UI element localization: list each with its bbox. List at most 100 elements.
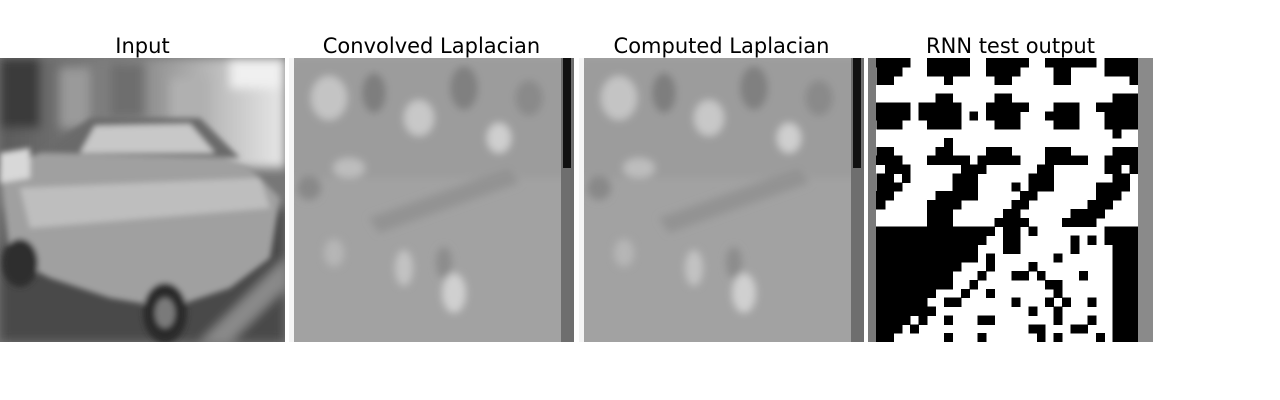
rnn-pixel — [1053, 315, 1063, 325]
rnn-pixel — [1053, 75, 1063, 86]
rnn-pixel — [977, 235, 987, 245]
rnn-pixel — [1095, 182, 1105, 192]
rnn-pixel — [1028, 262, 1038, 272]
rnn-pixel — [1112, 164, 1122, 174]
rnn-pixel — [943, 120, 953, 130]
rnn-pixel — [1003, 146, 1012, 157]
rnn-pixel — [943, 271, 953, 281]
rnn-pixel — [1121, 288, 1131, 299]
rnn-pixel — [969, 244, 979, 254]
rnn-pixel — [986, 66, 996, 77]
rnn-pixel — [952, 111, 962, 121]
input-car-photo — [0, 58, 285, 342]
rnn-pixel — [1112, 58, 1122, 68]
panel-computed-laplacian: Computed Laplacian — [579, 0, 864, 400]
rnn-pixel — [893, 306, 903, 316]
rnn-pixel — [901, 253, 911, 263]
rnn-pixel — [969, 182, 979, 192]
rnn-pixel — [927, 262, 936, 272]
rnn-pixel — [918, 253, 928, 263]
rnn-pixel — [1112, 235, 1122, 245]
rnn-pixel — [893, 315, 903, 325]
rnn-pixel — [1112, 271, 1122, 281]
rnn-pixel — [1053, 66, 1063, 77]
rnn-pixel — [1121, 66, 1131, 77]
rnn-pixel — [884, 191, 894, 201]
rnn-pixel — [927, 244, 936, 254]
rnn-pixel — [1062, 66, 1071, 77]
rnn-pixel — [1062, 297, 1071, 308]
rnn-pixel — [901, 226, 911, 237]
rnn-pixel — [927, 200, 936, 210]
rnn-pixel — [1112, 93, 1122, 103]
rnn-pixel — [935, 217, 945, 228]
rnn-pixel — [1087, 297, 1097, 308]
rnn-pixel — [960, 66, 970, 77]
rnn-pixel — [943, 208, 953, 219]
rnn-pixel — [1053, 288, 1063, 299]
rnn-pixel — [952, 200, 962, 210]
rnn-pixel — [1036, 324, 1046, 334]
rnn-pixel — [935, 58, 945, 68]
rnn-pixel — [876, 191, 886, 201]
rnn-pixel — [1028, 324, 1038, 334]
rnn-pixel — [918, 306, 928, 316]
rnn-pixel — [952, 182, 962, 192]
rnn-pixel — [1078, 271, 1088, 281]
rnn-pixel — [1104, 58, 1114, 68]
rnn-pixel — [994, 66, 1004, 77]
rnn-pixel — [1087, 58, 1097, 68]
rnn-pixel — [1036, 333, 1046, 342]
rnn-pixel — [1003, 102, 1012, 112]
rnn-pixel — [876, 155, 886, 166]
rnn-pixel — [977, 315, 987, 325]
rnn-pixel — [910, 226, 920, 237]
rnn-pixel — [918, 102, 928, 112]
panel-title-computed-laplacian: Computed Laplacian — [613, 34, 830, 58]
rnn-pixel — [943, 102, 953, 112]
rnn-pixel — [1053, 306, 1063, 316]
rnn-pixel — [884, 262, 894, 272]
rnn-pixel — [1112, 182, 1122, 192]
rnn-pixel — [893, 324, 903, 334]
rnn-pixel — [1011, 235, 1021, 245]
rnn-pixel — [876, 306, 886, 316]
rnn-pixel — [1045, 146, 1055, 157]
rnn-pixel — [986, 155, 996, 166]
rnn-pixel — [1121, 279, 1131, 290]
rnn-pixel — [1129, 235, 1139, 245]
rnn-pixel — [994, 75, 1004, 86]
rnn-pixel — [1087, 208, 1097, 219]
rnn-pixel — [1003, 75, 1012, 86]
rnn-pixel — [986, 102, 996, 112]
rnn-pixel — [1003, 217, 1012, 228]
rnn-pixel — [977, 155, 987, 166]
rnn-pixel — [943, 244, 953, 254]
rnn-pixel — [1078, 208, 1088, 219]
rnn-pixel — [935, 279, 945, 290]
convolved-laplacian-map — [289, 58, 574, 342]
rnn-pixel — [901, 164, 911, 174]
rnn-pixel — [935, 262, 945, 272]
rnn-pixel — [1121, 333, 1131, 342]
rnn-pixel — [901, 111, 911, 121]
rnn-pixel — [918, 111, 928, 121]
rnn-pixel — [943, 58, 953, 68]
rnn-pixel — [1003, 120, 1012, 130]
rnn-pixel — [1011, 58, 1021, 68]
rnn-pixel — [1104, 102, 1114, 112]
rnn-pixel — [1112, 111, 1122, 121]
rnn-pixel — [1129, 102, 1139, 112]
rnn-pixel — [1053, 120, 1063, 130]
rnn-pixel — [960, 244, 970, 254]
rnn-pixel — [969, 235, 979, 245]
panel-rnn-test-output: RNN test output — [868, 0, 1153, 400]
rnn-pixel — [960, 191, 970, 201]
rnn-pixel — [943, 146, 953, 157]
rnn-pixel — [960, 164, 970, 174]
rnn-pixel — [1129, 120, 1139, 130]
rnn-pixel — [1121, 271, 1131, 281]
rnn-pixel — [1129, 93, 1139, 103]
rnn-pixel — [876, 58, 886, 68]
rnn-pixel — [943, 235, 953, 245]
